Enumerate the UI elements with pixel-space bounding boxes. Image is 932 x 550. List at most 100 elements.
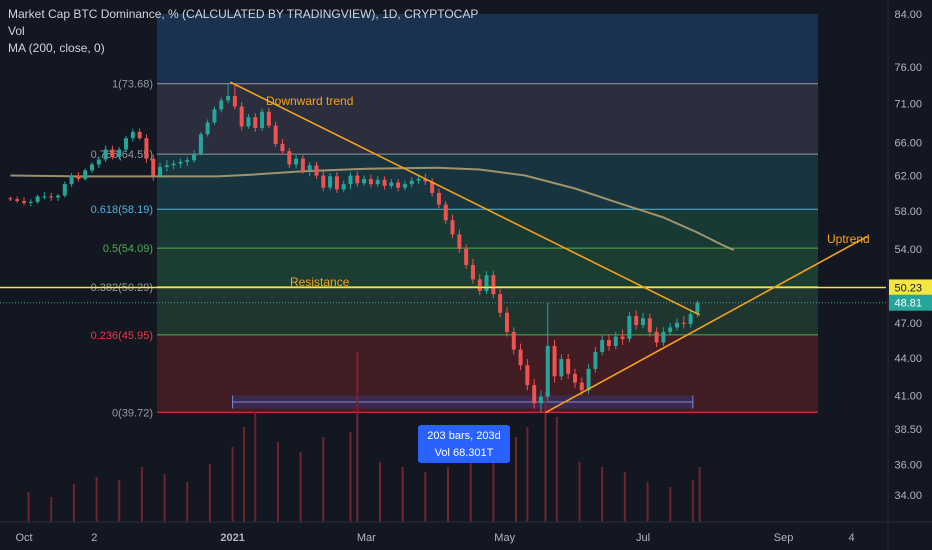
- candle-body: [69, 175, 74, 185]
- candle-body: [572, 373, 577, 383]
- candle-body: [511, 331, 516, 350]
- volume-bar: [356, 352, 359, 522]
- volume-bar: [186, 482, 189, 522]
- volume-bar: [27, 492, 30, 522]
- candle-body: [518, 349, 523, 366]
- x-tick-label: Sep: [774, 532, 794, 544]
- x-tick-label: Mar: [357, 532, 376, 544]
- candle-body: [457, 234, 462, 249]
- candle-body: [341, 184, 346, 190]
- candle-body: [586, 368, 591, 391]
- candle-body: [144, 138, 149, 159]
- volume-bar: [623, 472, 626, 522]
- volume-bar: [242, 427, 245, 522]
- candle-body: [314, 165, 319, 176]
- candle-body: [436, 192, 441, 205]
- volume-bar: [254, 412, 257, 522]
- volume-bar: [555, 417, 558, 522]
- candle-body: [294, 158, 299, 165]
- candle-body: [532, 385, 537, 404]
- candle-body: [280, 143, 285, 152]
- volume-bar: [492, 452, 495, 522]
- volume-bar: [140, 467, 143, 522]
- candle-body: [83, 170, 88, 179]
- ma-indicator-label: MA (200, close, 0): [8, 41, 105, 55]
- volume-bar: [646, 482, 649, 522]
- measure-bars-label: 203 bars, 203d: [427, 430, 500, 442]
- price-badge-label: 50.23: [894, 282, 922, 294]
- x-tick-label: 4: [849, 532, 855, 544]
- volume-bar: [50, 497, 53, 522]
- fib-level-label: 1(73.68): [112, 79, 153, 91]
- candle-body: [409, 180, 414, 185]
- volume-bar: [578, 462, 581, 522]
- price-badge: [889, 279, 932, 296]
- fib-zone: [157, 334, 818, 413]
- volume-bar: [401, 467, 404, 522]
- candle-body: [443, 204, 448, 221]
- volume-bar: [526, 427, 529, 522]
- candle-body: [382, 179, 387, 186]
- candle-body: [389, 182, 394, 186]
- candle-body: [470, 264, 475, 280]
- volume-bar: [208, 464, 211, 522]
- candle-body: [668, 327, 673, 332]
- candle-body: [62, 184, 67, 196]
- y-tick-label: 54.00: [894, 244, 922, 256]
- y-tick-label: 47.00: [894, 318, 922, 330]
- candle-body: [151, 158, 156, 176]
- trendline: [229, 81, 701, 316]
- candle-body: [158, 166, 163, 176]
- volume-bar: [515, 437, 518, 522]
- candle-body: [654, 331, 659, 343]
- candle-body: [253, 117, 258, 128]
- fib-level-label: 0(39.72): [112, 407, 153, 419]
- volume-bar: [669, 487, 672, 522]
- volume-bar: [544, 392, 547, 522]
- y-tick-label: 34.00: [894, 490, 922, 502]
- measure-tooltip: [418, 425, 510, 463]
- volume-bar: [276, 442, 279, 522]
- candle-body: [600, 340, 605, 352]
- candle-body: [239, 106, 244, 127]
- candle-body: [675, 322, 680, 328]
- candle-body: [307, 165, 312, 171]
- candle-body: [76, 175, 81, 179]
- candle-body: [130, 131, 135, 139]
- volume-bar: [231, 447, 234, 522]
- y-tick-label: 58.00: [894, 206, 922, 218]
- candle-body: [579, 382, 584, 391]
- y-tick-label: 62.00: [894, 171, 922, 183]
- candle-body: [110, 149, 115, 157]
- candle-body: [348, 175, 353, 185]
- fib-zone: [157, 209, 818, 249]
- fib-level-label: 0.786(64.55): [91, 149, 153, 161]
- x-tick-label: 2021: [220, 532, 244, 544]
- candle-body: [491, 275, 496, 295]
- candle-body: [232, 95, 237, 107]
- ma-200-line: [10, 166, 735, 251]
- candle-body: [681, 322, 686, 324]
- candle-body: [192, 153, 197, 161]
- candle-body: [538, 396, 543, 404]
- volume-indicator-label: Vol: [8, 24, 25, 38]
- fib-level-label: 0.5(54.09): [103, 243, 153, 255]
- candle-body: [566, 359, 571, 374]
- fib-zone-top: [157, 14, 818, 84]
- candle-body: [368, 178, 373, 185]
- candle-body: [96, 159, 101, 165]
- y-tick-label: 76.00: [894, 62, 922, 74]
- price-badge: [889, 294, 932, 311]
- candle-body: [545, 345, 550, 397]
- candle-body: [641, 318, 645, 326]
- candle-body: [647, 318, 652, 332]
- candle-body: [402, 184, 407, 188]
- candle-body: [287, 151, 292, 165]
- candle-body: [430, 181, 435, 193]
- fib-level-label: 0.236(45.95): [91, 330, 153, 342]
- candle-body: [477, 279, 482, 291]
- candle-body: [423, 178, 428, 182]
- candle-body: [124, 138, 129, 150]
